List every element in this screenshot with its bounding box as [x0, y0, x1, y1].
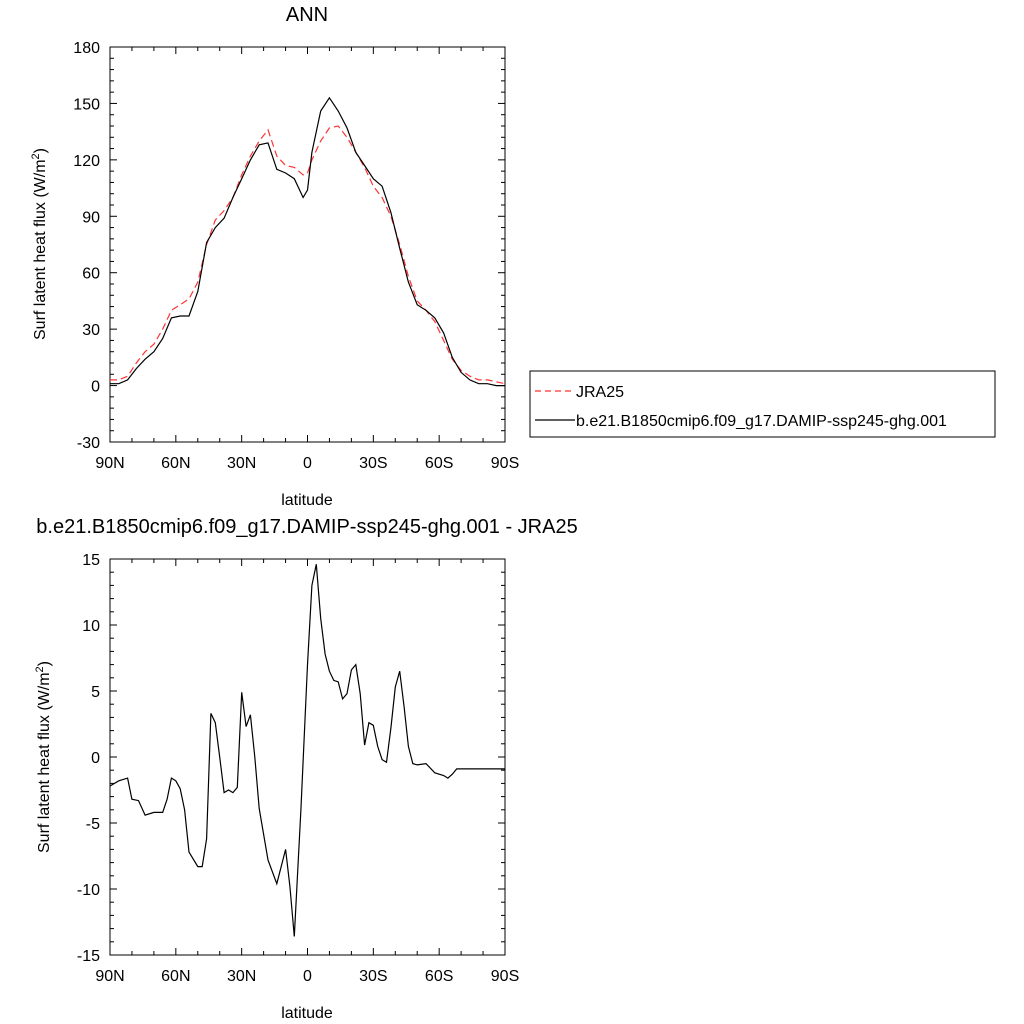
bottom-y-tick-label: 5 — [91, 684, 100, 701]
bottom-x-tick-label: 90S — [491, 968, 519, 985]
bottom-x-tick-label: 0 — [303, 968, 312, 985]
top-y-tick-label: 120 — [73, 153, 100, 170]
top-y-ticks: -30 0 30 60 90 120 150 180 — [73, 40, 505, 452]
legend-box — [529, 370, 996, 438]
bottom-y-tick-label: 15 — [82, 552, 100, 569]
bottom-x-tick-label: 30S — [359, 968, 387, 985]
top-x-axis-label: latitude — [281, 492, 333, 509]
legend-label-model: b.e21.B1850cmip6.f09_g17.DAMIP-ssp245-gh… — [576, 413, 947, 430]
top-y-tick-label: 150 — [73, 96, 100, 113]
top-x-ticks: 90N 60N 30N 0 30S 60S 90S — [95, 47, 519, 472]
top-y-axis-label: Surf latent heat flux (W/m2) — [30, 148, 49, 340]
top-x-tick-label: 60S — [425, 455, 453, 472]
bottom-x-tick-label: 60N — [161, 968, 190, 985]
bottom-x-tick-label: 90N — [95, 968, 124, 985]
bottom-y-axis-label: Surf latent heat flux (W/m2) — [34, 661, 53, 853]
bottom-x-axis-label: latitude — [281, 1005, 333, 1022]
top-y-tick-label: -30 — [77, 435, 100, 452]
bottom-y-ticks: -15 -10 -5 0 5 10 15 — [77, 552, 505, 965]
top-x-tick-label: 90S — [491, 455, 519, 472]
top-series — [110, 96, 506, 387]
bottom-x-tick-label: 60S — [425, 968, 453, 985]
top-y-tick-label: 90 — [82, 209, 100, 226]
bottom-y-tick-label: 0 — [91, 750, 100, 767]
top-y-tick-label: 0 — [91, 379, 100, 396]
bottom-panel: b.e21.B1850cmip6.f09_g17.DAMIP-ssp245-gh… — [34, 516, 578, 1022]
legend: JRA25 b.e21.B1850cmip6.f09_g17.DAMIP-ssp… — [529, 370, 996, 438]
bottom-y-tick-label: 10 — [82, 618, 100, 635]
top-panel: ANN 90N 60N 30N 0 30S 60S 90S -30 0 30 60 90 120 150… — [30, 4, 996, 509]
top-x-tick-label: 60N — [161, 455, 190, 472]
bottom-x-tick-label: 30N — [227, 968, 256, 985]
top-y-tick-label: 180 — [73, 40, 100, 57]
bottom-y-tick-label: -5 — [86, 816, 100, 833]
top-series-line-1 — [110, 96, 505, 387]
top-series-line-0 — [110, 125, 506, 385]
top-x-tick-label: 30N — [227, 455, 256, 472]
top-y-tick-label: 60 — [82, 266, 100, 283]
top-x-tick-label: 90N — [95, 455, 124, 472]
bottom-series-line-0 — [109, 564, 505, 937]
top-plot-frame — [109, 46, 506, 443]
bottom-y-tick-label: -15 — [77, 948, 100, 965]
bottom-plot-frame — [109, 558, 506, 956]
bottom-series — [109, 564, 505, 937]
bottom-chart-title: b.e21.B1850cmip6.f09_g17.DAMIP-ssp245-gh… — [36, 516, 577, 538]
bottom-x-ticks: 90N 60N 30N 0 30S 60S 90S — [95, 559, 519, 985]
legend-label-jra25: JRA25 — [576, 384, 624, 401]
top-x-tick-label: 30S — [359, 455, 387, 472]
bottom-y-tick-label: -10 — [77, 882, 100, 899]
top-x-tick-label: 0 — [303, 455, 312, 472]
top-chart-title: ANN — [286, 4, 328, 26]
top-y-tick-label: 30 — [82, 322, 100, 339]
